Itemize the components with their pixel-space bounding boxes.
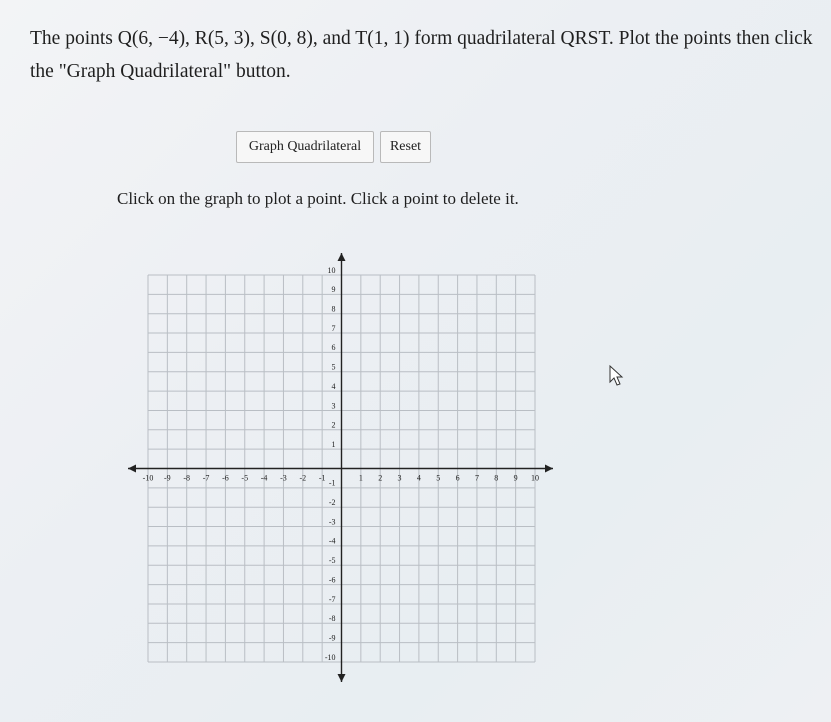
x-tick-label: -10	[143, 473, 154, 482]
y-tick-label: -9	[329, 633, 336, 642]
y-tick-label: -7	[329, 595, 336, 604]
x-tick-label: -7	[203, 473, 210, 482]
y-tick-label: -4	[329, 537, 336, 546]
x-tick-label: 7	[475, 473, 479, 482]
graph-button[interactable]: Graph Quadrilateral	[236, 131, 374, 163]
cursor	[609, 364, 624, 386]
x-tick-label: 8	[494, 473, 498, 482]
x-tick-label: 5	[436, 473, 440, 482]
arrow	[128, 464, 136, 473]
y-tick-label: 4	[332, 382, 336, 391]
x-tick-label: -5	[241, 473, 248, 482]
arrow	[337, 674, 346, 682]
x-tick-label: 2	[378, 473, 382, 482]
y-tick-label: 2	[332, 421, 336, 430]
y-tick-label: 1	[332, 440, 336, 449]
y-tick-label: -5	[329, 556, 336, 565]
arrow	[337, 253, 346, 261]
x-tick-label: -1	[319, 473, 326, 482]
y-tick-label: -1	[329, 479, 336, 488]
prompt: The points Q(6, −4), R(5, 3), S(0, 8), a…	[30, 28, 813, 82]
y-tick-label: 3	[332, 401, 336, 410]
y-tick-label: 7	[332, 324, 336, 333]
x-tick-label: -3	[280, 473, 287, 482]
x-tick-label: 4	[417, 473, 421, 482]
instruction: Click on the graph to plot a point. Clic…	[117, 189, 519, 208]
y-tick-label: -2	[329, 498, 336, 507]
x-tick-label: -9	[164, 473, 171, 482]
x-tick-label: 6	[456, 473, 460, 482]
y-tick-label: -3	[329, 517, 336, 526]
x-tick-label: 1	[359, 473, 363, 482]
reset-button[interactable]: Reset	[380, 131, 431, 163]
y-tick-label: -6	[329, 575, 336, 584]
y-tick-label: 8	[332, 305, 336, 314]
x-tick-label: -4	[261, 473, 268, 482]
x-tick-label: -8	[183, 473, 190, 482]
y-tick-label: 5	[332, 363, 336, 372]
x-tick-label: 3	[398, 473, 402, 482]
y-tick-label: 9	[332, 285, 336, 294]
y-tick-label: 10	[328, 266, 336, 275]
x-tick-label: -6	[222, 473, 229, 482]
y-tick-label: -8	[329, 614, 336, 623]
y-tick-label: -10	[325, 653, 336, 662]
x-tick-label: 10	[531, 473, 539, 482]
x-tick-label: 9	[514, 473, 518, 482]
arrow	[545, 464, 553, 473]
x-tick-label: -2	[299, 473, 306, 482]
y-tick-label: 6	[332, 343, 336, 352]
